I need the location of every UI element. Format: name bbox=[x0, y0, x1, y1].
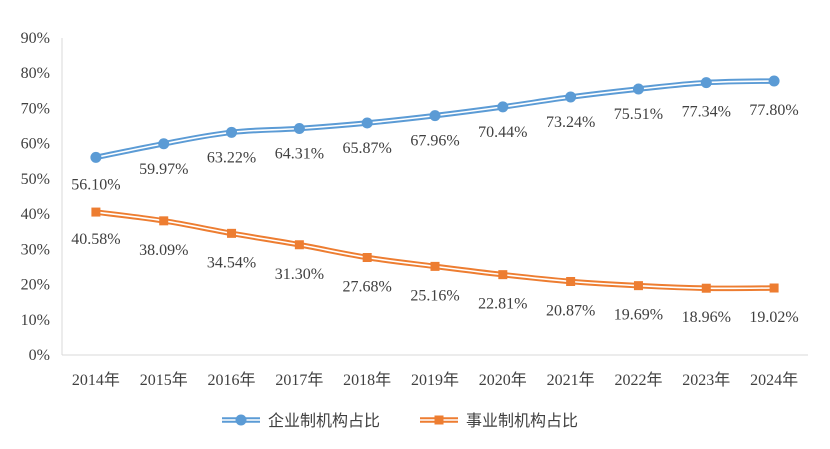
data-point bbox=[498, 270, 508, 280]
legend-marker bbox=[235, 414, 247, 426]
data-label: 63.22% bbox=[207, 149, 256, 166]
data-label: 67.96% bbox=[410, 133, 459, 150]
legend-label: 事业制机构占比 bbox=[466, 411, 578, 430]
y-tick-label: 0% bbox=[29, 347, 50, 364]
x-tick-label: 2019年 bbox=[411, 371, 459, 389]
x-tick-label: 2017年 bbox=[275, 371, 323, 389]
data-label: 25.16% bbox=[410, 287, 459, 304]
legend-marker bbox=[434, 415, 444, 425]
data-label: 77.80% bbox=[749, 102, 798, 119]
data-label: 64.31% bbox=[275, 145, 324, 162]
x-tick-label: 2023年 bbox=[682, 371, 730, 389]
data-label: 70.44% bbox=[478, 124, 527, 141]
data-point bbox=[497, 101, 509, 113]
series-line-inner bbox=[95, 211, 775, 290]
y-tick-label: 10% bbox=[21, 312, 50, 329]
data-point bbox=[91, 207, 101, 217]
data-point bbox=[566, 276, 576, 286]
data-point bbox=[633, 281, 643, 291]
data-point bbox=[293, 122, 305, 134]
data-point bbox=[701, 283, 711, 293]
series-line-outer bbox=[93, 209, 777, 292]
data-point bbox=[361, 117, 373, 129]
data-label: 27.68% bbox=[343, 279, 392, 296]
y-tick-label: 90% bbox=[21, 30, 50, 47]
x-tick-label: 2024年 bbox=[750, 371, 798, 389]
legend-label: 企业制机构占比 bbox=[268, 411, 380, 430]
data-label: 59.97% bbox=[139, 161, 188, 178]
x-tick-label: 2020年 bbox=[479, 371, 527, 389]
data-label: 22.81% bbox=[478, 296, 527, 313]
x-tick-label: 2015年 bbox=[140, 371, 188, 389]
data-label: 77.34% bbox=[682, 104, 731, 121]
data-point bbox=[158, 138, 170, 150]
data-point bbox=[159, 216, 169, 226]
data-label: 34.54% bbox=[207, 254, 256, 271]
data-point bbox=[632, 83, 644, 95]
data-label: 20.87% bbox=[546, 302, 595, 319]
data-label: 65.87% bbox=[343, 140, 392, 157]
data-point bbox=[700, 77, 712, 89]
data-label: 73.24% bbox=[546, 114, 595, 131]
data-point bbox=[429, 110, 441, 122]
x-tick-label: 2018年 bbox=[343, 371, 391, 389]
data-label: 18.96% bbox=[682, 309, 731, 326]
data-label: 31.30% bbox=[275, 266, 324, 283]
data-label: 19.02% bbox=[749, 309, 798, 326]
x-tick-label: 2022年 bbox=[614, 371, 662, 389]
x-tick-label: 2021年 bbox=[547, 371, 595, 389]
x-tick-label: 2014年 bbox=[72, 371, 120, 389]
data-point bbox=[769, 283, 779, 293]
data-point bbox=[227, 228, 237, 238]
data-point bbox=[768, 75, 780, 87]
data-label: 38.09% bbox=[139, 242, 188, 259]
data-point bbox=[430, 261, 440, 271]
data-point bbox=[226, 126, 238, 138]
data-label: 19.69% bbox=[614, 307, 663, 324]
y-tick-label: 50% bbox=[21, 171, 50, 188]
data-point bbox=[294, 240, 304, 250]
y-tick-label: 30% bbox=[21, 241, 50, 258]
y-tick-label: 70% bbox=[21, 100, 50, 117]
y-tick-label: 40% bbox=[21, 206, 50, 223]
y-tick-label: 60% bbox=[21, 136, 50, 153]
x-tick-label: 2016年 bbox=[208, 371, 256, 389]
data-label: 75.51% bbox=[614, 106, 663, 123]
y-tick-label: 80% bbox=[21, 65, 50, 82]
y-tick-label: 20% bbox=[21, 277, 50, 294]
data-point bbox=[90, 151, 102, 163]
data-point bbox=[565, 91, 577, 103]
data-label: 40.58% bbox=[71, 231, 120, 248]
data-label: 56.10% bbox=[71, 176, 120, 193]
data-point bbox=[362, 253, 372, 263]
